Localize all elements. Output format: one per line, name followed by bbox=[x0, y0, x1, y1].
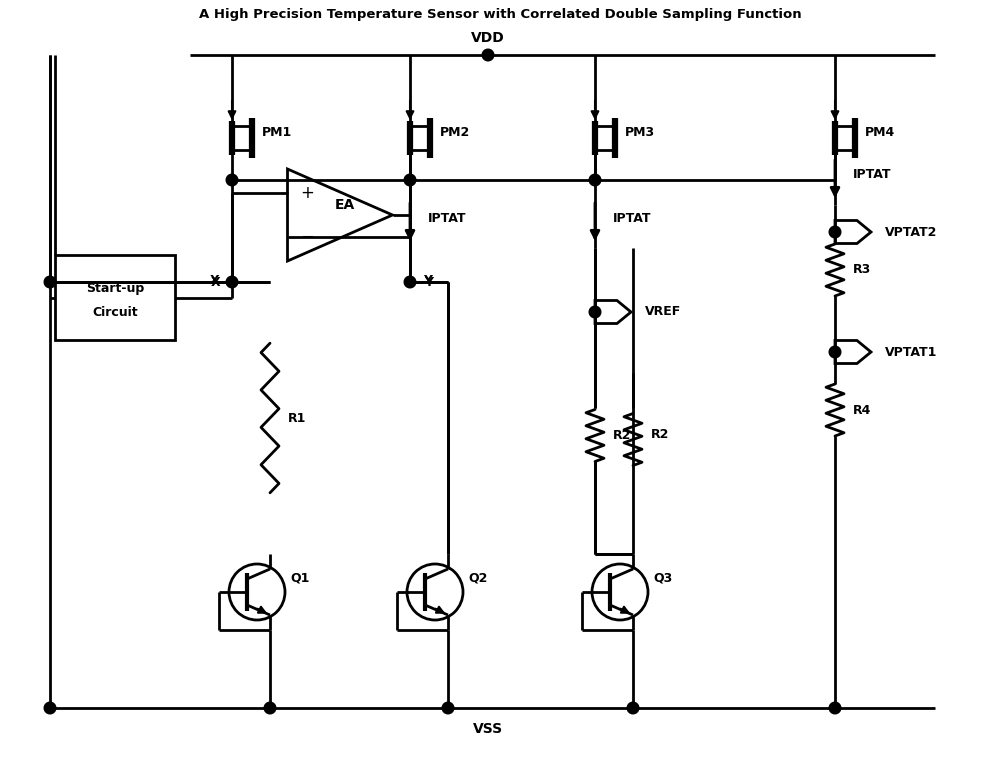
Text: R2: R2 bbox=[613, 429, 631, 442]
Text: PM4: PM4 bbox=[865, 125, 895, 138]
Circle shape bbox=[482, 49, 494, 61]
Text: R2: R2 bbox=[651, 428, 669, 441]
Text: PM3: PM3 bbox=[625, 125, 655, 138]
Circle shape bbox=[404, 174, 416, 185]
Text: EA: EA bbox=[335, 198, 355, 212]
Text: R3: R3 bbox=[853, 264, 871, 277]
Text: PM2: PM2 bbox=[440, 125, 470, 138]
Circle shape bbox=[589, 174, 601, 185]
Circle shape bbox=[829, 347, 841, 358]
Text: Circuit: Circuit bbox=[92, 306, 138, 319]
Text: PM1: PM1 bbox=[262, 125, 292, 138]
Text: IPTAT: IPTAT bbox=[613, 211, 652, 224]
Circle shape bbox=[442, 702, 454, 714]
Text: IPTAT: IPTAT bbox=[853, 169, 892, 182]
Text: A High Precision Temperature Sensor with Correlated Double Sampling Function: A High Precision Temperature Sensor with… bbox=[199, 8, 801, 21]
Circle shape bbox=[589, 306, 601, 318]
Circle shape bbox=[627, 702, 639, 714]
Text: X: X bbox=[209, 274, 219, 287]
Circle shape bbox=[829, 702, 841, 714]
Circle shape bbox=[829, 226, 841, 238]
Text: IPTAT: IPTAT bbox=[428, 211, 466, 224]
Text: VDD: VDD bbox=[471, 31, 505, 45]
Text: VPTAT1: VPTAT1 bbox=[885, 346, 937, 359]
Circle shape bbox=[264, 702, 276, 714]
Circle shape bbox=[226, 276, 238, 288]
Text: VSS: VSS bbox=[473, 722, 503, 736]
Text: Y: Y bbox=[424, 276, 433, 289]
Circle shape bbox=[44, 276, 56, 288]
Text: Q1: Q1 bbox=[290, 572, 309, 584]
Bar bbox=[55, 255, 175, 340]
Text: Q2: Q2 bbox=[468, 572, 487, 584]
Text: VREF: VREF bbox=[645, 306, 681, 318]
Text: Start-up: Start-up bbox=[86, 282, 144, 295]
Text: Y: Y bbox=[423, 274, 432, 287]
Text: R4: R4 bbox=[853, 404, 871, 416]
Text: VPTAT2: VPTAT2 bbox=[885, 226, 937, 239]
Circle shape bbox=[44, 702, 56, 714]
Circle shape bbox=[404, 276, 416, 288]
Circle shape bbox=[226, 174, 238, 185]
Text: R1: R1 bbox=[288, 411, 306, 425]
Text: Q3: Q3 bbox=[653, 572, 672, 584]
Text: −: − bbox=[300, 228, 314, 246]
Text: +: + bbox=[300, 184, 314, 202]
Text: X: X bbox=[210, 276, 220, 289]
